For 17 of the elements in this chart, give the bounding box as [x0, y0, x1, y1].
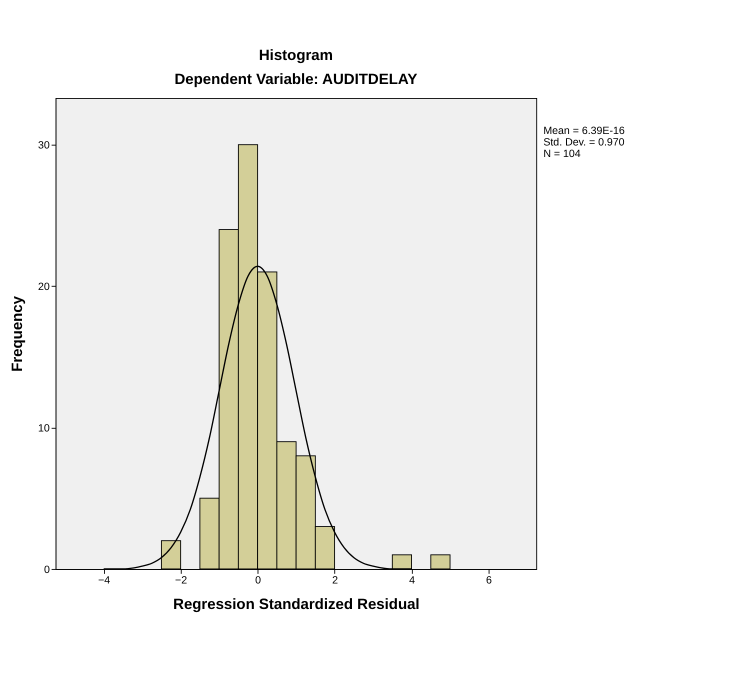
x-tick-label: 2 [332, 574, 338, 587]
x-tick-label: −4 [98, 574, 110, 587]
x-tick-label: 0 [255, 574, 262, 587]
x-tick-label: 4 [409, 574, 416, 587]
chart-subtitle: Dependent Variable: AUDITDELAY [174, 70, 418, 88]
chart-title: Histogram [258, 47, 333, 64]
y-tick-label: 0 [44, 564, 50, 576]
y-tick-label: 10 [38, 422, 50, 434]
x-axis-title: Regression Standardized Residual [173, 596, 420, 614]
text: N = 104 [543, 148, 581, 160]
text: Mean = 6.39E-16 [543, 125, 625, 138]
y-tick-label: 20 [38, 281, 50, 294]
x-tick-label: 6 [486, 574, 492, 587]
y-axis-title: Frequency [9, 295, 26, 372]
x-tick-label: −2 [175, 574, 188, 587]
text: Std. Dev. = 0.970 [543, 136, 625, 149]
y-tick-label: 30 [38, 140, 50, 152]
